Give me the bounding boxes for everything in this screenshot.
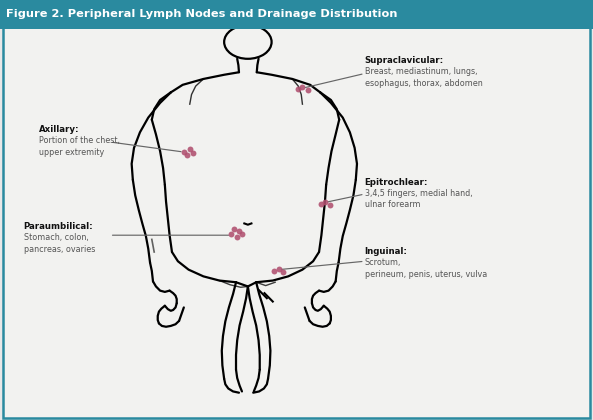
- Point: [183, 152, 192, 159]
- Point: [234, 228, 244, 234]
- Point: [232, 234, 242, 240]
- Point: [237, 231, 247, 238]
- Point: [179, 149, 189, 155]
- Text: Epitrochlear:: Epitrochlear:: [365, 178, 428, 187]
- Text: Breast, mediastinum, lungs,
esophagus, thorax, abdomen: Breast, mediastinum, lungs, esophagus, t…: [365, 67, 483, 88]
- Text: Axillary:: Axillary:: [39, 126, 79, 134]
- Point: [274, 265, 283, 272]
- Point: [294, 86, 303, 93]
- Point: [279, 269, 288, 276]
- Point: [189, 150, 198, 156]
- Point: [227, 231, 236, 237]
- Point: [229, 226, 239, 232]
- Text: Paraumbilical:: Paraumbilical:: [24, 222, 93, 231]
- Text: Supraclavicular:: Supraclavicular:: [365, 56, 444, 65]
- Text: Inguinal:: Inguinal:: [365, 247, 407, 256]
- Point: [325, 201, 334, 208]
- FancyBboxPatch shape: [3, 15, 590, 418]
- Text: Figure 2. Peripheral Lymph Nodes and Drainage Distribution: Figure 2. Peripheral Lymph Nodes and Dra…: [6, 9, 397, 19]
- Text: Stomach, colon,
pancreas, ovaries: Stomach, colon, pancreas, ovaries: [24, 233, 95, 254]
- Point: [269, 268, 279, 275]
- Point: [298, 84, 307, 90]
- Text: 3,4,5 fingers, medial hand,
ulnar forearm: 3,4,5 fingers, medial hand, ulnar forear…: [365, 189, 472, 210]
- Point: [185, 146, 195, 152]
- Text: Scrotum,
perineum, penis, uterus, vulva: Scrotum, perineum, penis, uterus, vulva: [365, 258, 487, 279]
- Point: [304, 87, 313, 93]
- Point: [316, 201, 326, 207]
- Text: Portion of the chest,
upper extremity: Portion of the chest, upper extremity: [39, 136, 119, 157]
- Point: [320, 198, 330, 205]
